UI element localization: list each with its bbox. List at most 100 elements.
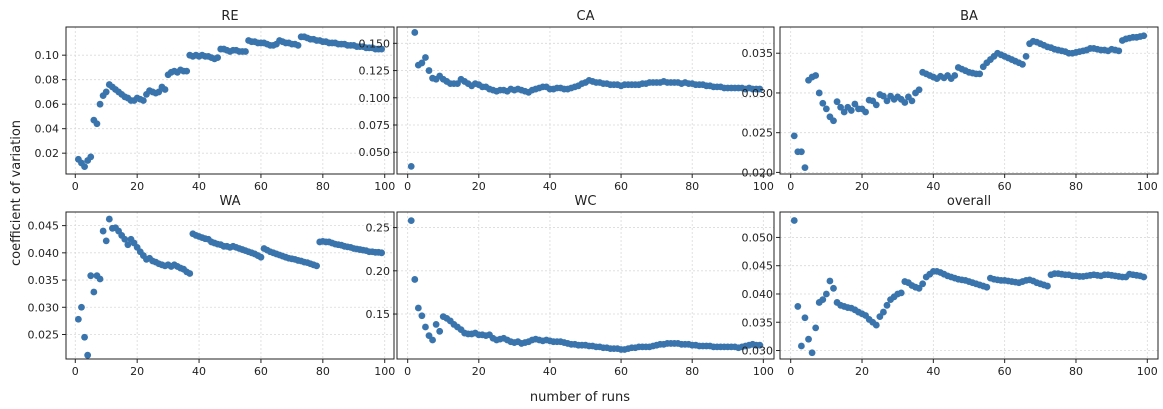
data-point	[87, 272, 95, 280]
x-tick-label: 80	[685, 365, 699, 378]
data-point	[378, 249, 386, 257]
x-tick-label: 0	[72, 180, 79, 193]
data-point	[872, 321, 880, 329]
data-point	[81, 333, 88, 341]
axes-frame	[65, 26, 395, 175]
y-tick-label: 0.025	[742, 127, 774, 140]
data-point	[840, 108, 848, 116]
figure-ylabel: coefficient of variation	[9, 120, 24, 266]
x-tick-label: 40	[543, 365, 557, 378]
data-point	[880, 92, 887, 100]
data-point	[862, 108, 869, 116]
data-point	[1140, 273, 1148, 281]
data-point	[833, 98, 841, 106]
data-point	[797, 342, 805, 350]
data-point	[161, 86, 169, 93]
panel-title: RE	[221, 9, 238, 24]
panel-re: 0 20 40 60 80 100 0.02 0.04 0.06 0.08 0.10 RE	[35, 9, 396, 193]
panel-title: overall	[947, 194, 991, 209]
x-tick-label: 0	[787, 365, 794, 378]
y-tick-label: 0.020	[742, 166, 774, 179]
data-point	[186, 270, 194, 277]
y-tick-label: 0.035	[742, 316, 774, 329]
data-point	[790, 217, 798, 224]
y-tick-label: 0.08	[35, 74, 60, 87]
data-point	[819, 296, 827, 304]
data-point	[87, 153, 95, 161]
data-point	[1022, 53, 1030, 60]
data-point	[121, 235, 129, 243]
panel-title: CA	[577, 9, 595, 24]
x-tick-label: 40	[192, 365, 206, 378]
data-point	[826, 277, 834, 285]
x-tick-label: 20	[472, 180, 486, 193]
y-tick-label: 0.030	[742, 87, 774, 100]
x-tick-label: 60	[614, 365, 628, 378]
panels: 0 20 40 60 80 100 0.02 0.04 0.06 0.08 0.10 RE 0 20 40 6…	[28, 9, 1159, 378]
y-tick-label: 0.035	[742, 47, 774, 60]
y-tick-label: 0.075	[359, 119, 391, 132]
x-tick-label: 20	[130, 180, 144, 193]
data-point	[801, 164, 809, 172]
y-tick-label: 0.030	[28, 301, 60, 314]
y-tick-label: 0.20	[366, 265, 391, 278]
data-point	[422, 323, 429, 331]
data-point	[801, 314, 809, 322]
data-point	[872, 101, 880, 109]
data-point	[257, 253, 265, 261]
data-point	[897, 289, 905, 297]
data-point	[429, 336, 436, 344]
data-point	[418, 312, 426, 320]
data-point	[837, 103, 845, 111]
axes-frame	[396, 26, 775, 175]
x-tick-label: 100	[374, 180, 395, 193]
data-point	[81, 163, 88, 171]
x-tick-label: 60	[254, 180, 268, 193]
data-point	[78, 303, 85, 311]
x-tick-label: 80	[316, 180, 330, 193]
panel-overall: 0 20 40 60 80 100 0.030 0.035 0.040 0.045 0.050 ove…	[742, 194, 1159, 378]
data-point	[214, 54, 222, 62]
data-point	[294, 41, 302, 49]
data-point	[830, 284, 837, 292]
y-tick-label: 0.150	[359, 37, 391, 50]
data-point	[812, 324, 820, 332]
data-point	[1044, 282, 1051, 290]
data-point	[93, 120, 101, 128]
x-tick-label: 20	[472, 365, 486, 378]
y-tick-label: 0.050	[742, 231, 774, 244]
data-point	[880, 308, 887, 316]
data-point	[983, 283, 991, 291]
x-tick-label: 40	[192, 180, 206, 193]
y-tick-label: 0.06	[35, 98, 60, 111]
x-tick-label: 80	[316, 365, 330, 378]
data-point	[124, 241, 132, 249]
y-tick-label: 0.04	[35, 123, 60, 136]
data-point	[74, 315, 82, 323]
x-tick-label: 0	[404, 180, 411, 193]
data-point	[822, 290, 830, 298]
data-point	[805, 335, 812, 343]
x-tick-label: 0	[787, 180, 794, 193]
data-point	[183, 67, 191, 75]
data-point	[756, 85, 764, 93]
x-tick-label: 60	[998, 180, 1012, 193]
x-tick-label: 40	[543, 180, 557, 193]
data-point	[155, 88, 163, 96]
axes-frame	[779, 26, 1159, 175]
x-tick-label: 0	[404, 365, 411, 378]
x-tick-label: 60	[614, 180, 628, 193]
axes-frame	[65, 211, 395, 360]
data-point	[432, 321, 440, 328]
data-point	[1140, 32, 1148, 40]
data-point	[242, 48, 249, 55]
panel-wa: 0 20 40 60 80 100 0.025 0.030 0.035 0.040 0.045 WA	[28, 194, 396, 378]
y-tick-label: 0.100	[359, 92, 391, 105]
y-tick-label: 0.035	[28, 274, 60, 287]
x-tick-label: 100	[753, 180, 774, 193]
panel-title: WA	[219, 194, 240, 209]
x-tick-label: 40	[926, 365, 940, 378]
data-point	[418, 59, 426, 67]
x-tick-label: 20	[855, 180, 869, 193]
data-point	[1115, 47, 1123, 55]
